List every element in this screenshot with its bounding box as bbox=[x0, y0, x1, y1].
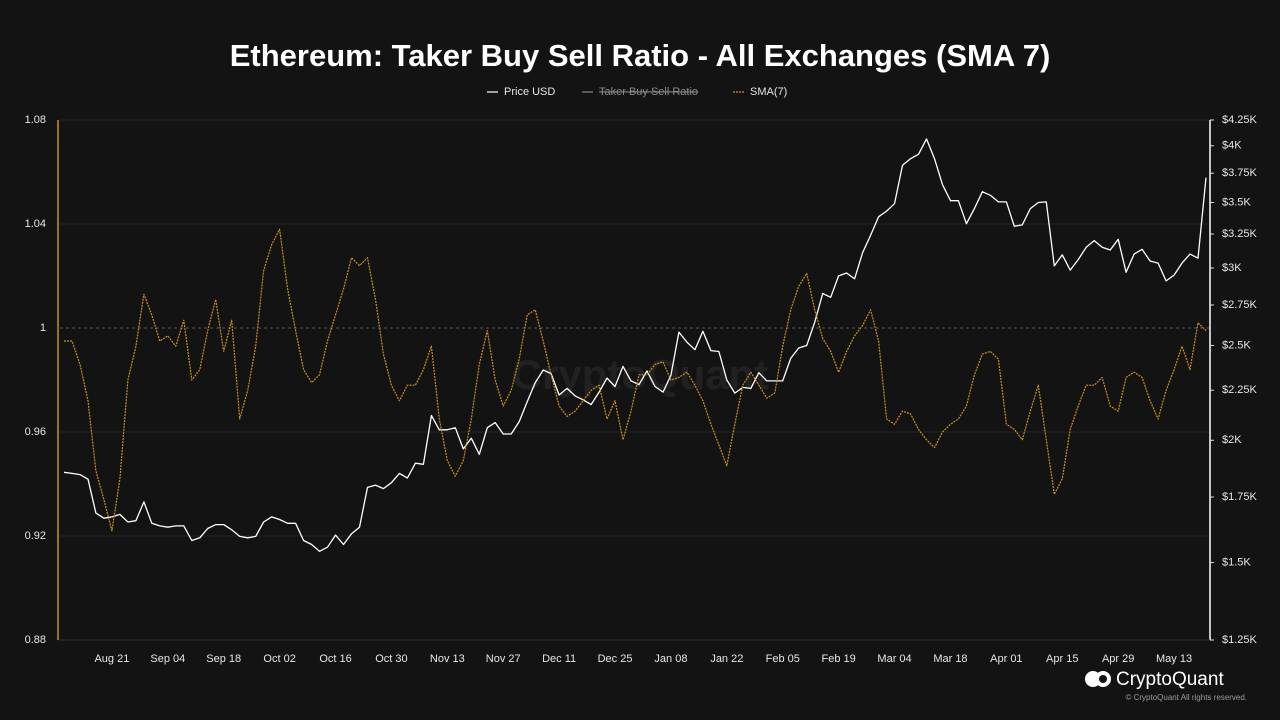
x-tick-label: Apr 29 bbox=[1102, 653, 1134, 665]
y-tick-label: 0.88 bbox=[25, 634, 46, 646]
y2-tick-label: $1.5K bbox=[1222, 556, 1251, 568]
y2-tick-label: $3K bbox=[1222, 262, 1242, 274]
x-tick-label: Oct 02 bbox=[263, 653, 295, 665]
legend-label[interactable]: Taker Buy Sell Ratio bbox=[599, 86, 698, 98]
y2-tick-label: $2.25K bbox=[1222, 384, 1258, 396]
x-tick-label: Oct 16 bbox=[319, 653, 351, 665]
y2-tick-label: $2K bbox=[1222, 434, 1242, 446]
y2-tick-label: $1.75K bbox=[1222, 491, 1258, 503]
x-tick-label: Feb 19 bbox=[822, 653, 856, 665]
y2-tick-label: $1.25K bbox=[1222, 634, 1258, 646]
x-tick-label: May 13 bbox=[1156, 653, 1192, 665]
x-tick-label: Apr 15 bbox=[1046, 653, 1078, 665]
x-tick-label: Jan 08 bbox=[654, 653, 687, 665]
brand-logo bbox=[1085, 671, 1111, 687]
y-tick-label: 0.96 bbox=[25, 426, 46, 438]
x-tick-label: Oct 30 bbox=[375, 653, 407, 665]
x-tick-label: Apr 01 bbox=[990, 653, 1022, 665]
x-tick-label: Jan 22 bbox=[710, 653, 743, 665]
y-tick-label: 0.92 bbox=[25, 530, 46, 542]
series-line bbox=[64, 228, 1207, 532]
x-tick-label: Sep 18 bbox=[206, 653, 241, 665]
x-tick-label: Sep 04 bbox=[150, 653, 185, 665]
y2-tick-label: $3.75K bbox=[1222, 167, 1258, 179]
y2-tick-label: $4.25K bbox=[1222, 114, 1258, 126]
y-tick-label: 1 bbox=[40, 322, 46, 334]
x-tick-label: Dec 25 bbox=[598, 653, 633, 665]
legend-label[interactable]: SMA(7) bbox=[750, 86, 787, 98]
y-tick-label: 1.08 bbox=[25, 114, 46, 126]
x-tick-label: Feb 05 bbox=[766, 653, 800, 665]
x-tick-label: Nov 27 bbox=[486, 653, 521, 665]
y2-tick-label: $3.5K bbox=[1222, 196, 1251, 208]
y2-tick-label: $2.5K bbox=[1222, 339, 1251, 351]
chart-title: Ethereum: Taker Buy Sell Ratio - All Exc… bbox=[230, 38, 1051, 73]
y2-tick-label: $2.75K bbox=[1222, 299, 1258, 311]
brand-name: CryptoQuant bbox=[1116, 669, 1224, 690]
x-tick-label: Dec 11 bbox=[542, 653, 576, 665]
x-tick-label: Aug 21 bbox=[94, 653, 129, 665]
x-tick-label: Mar 04 bbox=[877, 653, 911, 665]
legend-label[interactable]: Price USD bbox=[504, 86, 555, 98]
copyright: © CryptoQuant All rights reserved. bbox=[1126, 693, 1248, 702]
y2-tick-label: $3.25K bbox=[1222, 228, 1258, 240]
x-tick-label: Mar 18 bbox=[933, 653, 967, 665]
y-tick-label: 1.04 bbox=[25, 218, 46, 230]
series-line bbox=[63, 138, 1207, 552]
y2-tick-label: $4K bbox=[1222, 140, 1242, 152]
x-tick-label: Nov 13 bbox=[430, 653, 465, 665]
